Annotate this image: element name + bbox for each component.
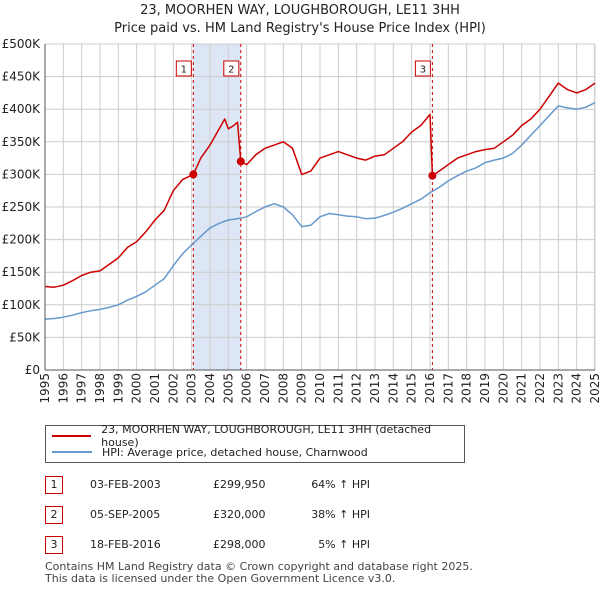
y-tick-label: £450K — [2, 70, 42, 84]
x-tick-label: 1997 — [75, 373, 89, 404]
sale-row: 2 05-SEP-2005 £320,000 38% ↑ HPI — [45, 506, 585, 526]
y-tick-label: £50K — [9, 330, 41, 344]
x-tick-label: 2011 — [331, 373, 345, 404]
sale-label-box — [414, 60, 431, 77]
chart-title: 23, MOORHEN WAY, LOUGHBOROUGH, LE11 3HH — [140, 3, 460, 18]
sale-label-box — [175, 60, 192, 77]
sale-hpi-change: 64% ↑ HPI — [311, 478, 370, 491]
sale-point — [236, 157, 245, 166]
y-tick-label: £400K — [2, 102, 42, 116]
chart-axes: £0 £50K £100K £150K £200K £250K £300K £350K £400… — [2, 37, 600, 404]
sale-row: 1 03-FEB-2003 £299,950 64% ↑ HPI — [45, 476, 585, 496]
sale-marker-labels: 1 2 3 — [175, 60, 431, 77]
legend-label-hpi: HPI: Average price, detached house, Char… — [102, 445, 368, 459]
x-tick-label: 2020 — [496, 373, 510, 404]
sale-date: 03-FEB-2003 — [90, 478, 161, 491]
x-tick-label: 2004 — [203, 373, 217, 404]
y-tick-label: £350K — [2, 135, 42, 149]
x-tick-label: 2013 — [368, 373, 382, 404]
chart-series — [44, 82, 596, 320]
y-tick-label: £300K — [2, 167, 42, 181]
x-tick-label: 1998 — [93, 373, 107, 404]
sale-marker-lines — [192, 44, 433, 370]
x-tick-label: 2014 — [386, 373, 400, 404]
hpi-line — [44, 102, 596, 320]
x-tick-label: 2002 — [166, 373, 180, 404]
x-tick-label: 2017 — [441, 373, 455, 404]
sale-price: £298,000 — [213, 538, 266, 551]
sale-number-badge: 2 — [45, 506, 63, 524]
footer-copyright: Contains HM Land Registry data © Crown c… — [45, 560, 473, 573]
legend-label-property: 23, MOORHEN WAY, LOUGHBOROUGH, LE11 3HH … — [101, 423, 432, 449]
x-tick-label: 2001 — [148, 373, 162, 404]
x-tick-label: 2000 — [130, 373, 144, 404]
x-tick-label: 1996 — [56, 373, 70, 404]
x-tick-label: 2005 — [221, 373, 235, 404]
y-tick-label: £250K — [2, 200, 42, 214]
x-tick-label: 2018 — [460, 373, 474, 404]
x-tick-label: 2012 — [350, 373, 364, 404]
legend-swatch-blue — [52, 451, 92, 453]
sale-row: 3 18-FEB-2016 £298,000 5% ↑ HPI — [45, 536, 585, 556]
legend-item-hpi: HPI: Average price, detached house, Char… — [52, 444, 368, 460]
footer-licence: This data is licensed under the Open Gov… — [45, 572, 396, 585]
sale-label-text: 1 — [181, 65, 187, 76]
x-tick-label: 1999 — [111, 373, 125, 404]
x-tick-label: 2003 — [185, 373, 199, 404]
sale-number-badge: 3 — [45, 536, 63, 554]
legend-swatch-red — [52, 435, 92, 437]
x-tick-label: 2007 — [258, 373, 272, 404]
y-tick-label: £100K — [2, 298, 42, 312]
sale-point — [189, 170, 198, 179]
x-tick-label: 2006 — [240, 373, 254, 404]
footer: Contains HM Land Registry data © Crown c… — [45, 561, 473, 585]
sale-label-text: 2 — [228, 65, 234, 76]
x-tick-label: 2010 — [313, 373, 327, 404]
x-tick-label: 2015 — [405, 373, 419, 404]
chart-title-block: 23, MOORHEN WAY, LOUGHBOROUGH, LE11 3HH … — [0, 2, 600, 38]
x-tick-label: 2025 — [588, 373, 600, 404]
x-tick-label: 2023 — [551, 373, 565, 404]
sale-date: 05-SEP-2005 — [90, 508, 161, 521]
sale-price: £320,000 — [213, 508, 266, 521]
y-tick-label: £150K — [2, 265, 42, 279]
y-tick-label: £200K — [2, 233, 42, 247]
x-tick-label: 1995 — [38, 373, 52, 404]
x-tick-label: 2021 — [515, 373, 529, 404]
sale-hpi-change: 5% ↑ HPI — [318, 538, 370, 551]
y-tick-label: £500K — [2, 37, 42, 51]
x-tick-label: 2009 — [295, 373, 309, 404]
x-tick-label: 2016 — [423, 373, 437, 404]
legend: 23, MOORHEN WAY, LOUGHBOROUGH, LE11 3HH … — [45, 423, 465, 463]
sale-number-badge: 1 — [45, 476, 63, 494]
chart-subtitle: Price paid vs. HM Land Registry's House … — [114, 21, 486, 36]
x-tick-label: 2019 — [478, 373, 492, 404]
sale-label-text: 3 — [420, 65, 426, 76]
sale-label-box — [223, 60, 240, 77]
price-chart: 1 2 3 £0 £50K £100K £150K £200K £250K £300K £350K… — [2, 37, 600, 404]
legend-item-property: 23, MOORHEN WAY, LOUGHBOROUGH, LE11 3HH … — [52, 423, 464, 449]
sale-price: £299,950 — [213, 478, 266, 491]
sale-date: 18-FEB-2016 — [90, 538, 161, 551]
x-tick-label: 2024 — [570, 373, 584, 404]
sale-hpi-change: 38% ↑ HPI — [311, 508, 370, 521]
y-tick-label: £0 — [25, 363, 40, 377]
sale-point — [428, 171, 437, 180]
sale-points — [189, 157, 437, 180]
price-line — [44, 82, 596, 288]
x-tick-label: 2022 — [533, 373, 547, 404]
x-tick-label: 2008 — [276, 373, 290, 404]
